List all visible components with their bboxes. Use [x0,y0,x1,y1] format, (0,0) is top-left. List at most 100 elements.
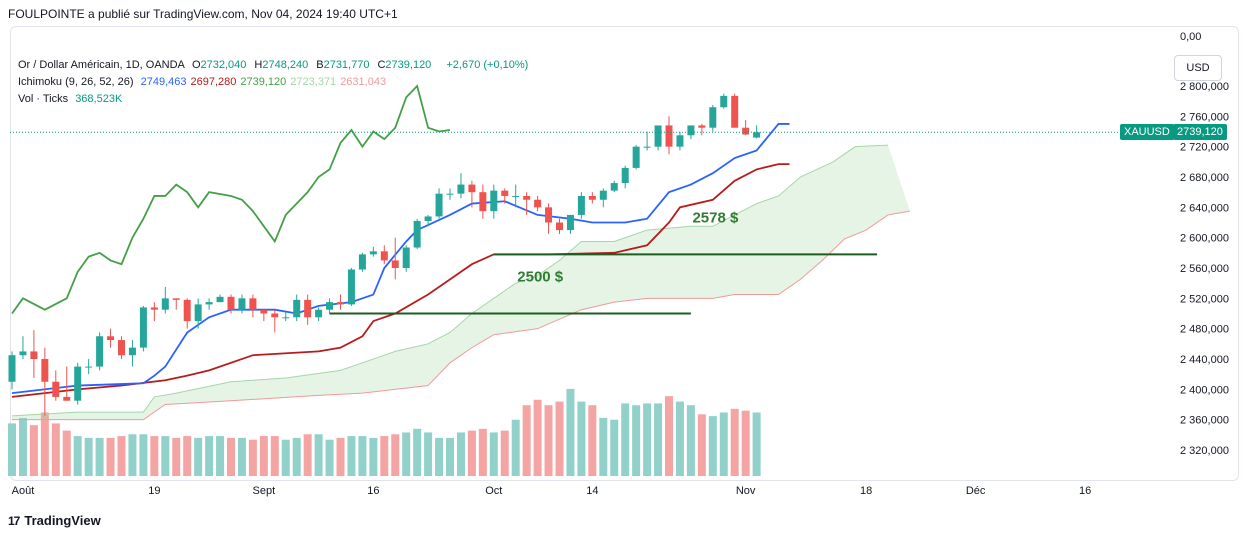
volume-bar [675,401,684,476]
legend-ichimoku-row: Ichimoku (9, 26, 52, 26) 2749,463 2697,28… [18,76,394,88]
candle-body [621,167,629,184]
currency-button[interactable]: USD [1174,55,1222,81]
candle-body [753,132,761,138]
price-tick-label: 0,00 [1180,31,1201,43]
candle-body [85,366,93,368]
candle-body [107,336,115,341]
time-tick-label: Août [12,485,35,497]
candle-body [468,184,476,193]
volume-bar [73,436,82,476]
volume-bar [369,437,378,476]
candle-body [337,302,344,305]
volume-bar [577,401,586,476]
last-price-label: 2739,120 [1173,124,1227,140]
volume-bar [741,410,750,476]
time-tick-label: 18 [860,485,872,497]
volume-bar [402,432,411,476]
volume-bar [29,425,38,476]
candle-body [128,347,136,356]
volume-bar [172,437,181,476]
candle-body [380,251,388,261]
price-tick-label: 2 800,000 [1180,81,1229,93]
symbol-title: Or / Dollar Américain, 1D, OANDA [18,59,185,71]
time-tick-label: 14 [586,485,598,497]
senkou-span-a-line [11,144,889,417]
volume-bar [270,436,279,476]
publisher-line: FOULPOINTE a publié sur TradingView.com,… [8,7,398,21]
candle-body [150,307,158,310]
volume-bar [610,419,619,476]
volume-bar [599,417,608,476]
volume-bar [281,439,290,476]
volume-bar [697,414,706,476]
candle-body [216,296,224,303]
volume-bar [139,434,148,476]
volume-bar [8,423,16,476]
volume-bar [248,439,257,476]
legend-symbol-row: Or / Dollar Américain, 1D, OANDA O2732,0… [18,59,532,71]
volume-bar [183,436,192,476]
volume-bar [84,437,93,476]
price-tick-label: 2 640,000 [1180,202,1229,214]
candle-body [665,125,673,147]
time-tick-label: Oct [485,485,502,497]
volume-bar [621,403,630,476]
volume-bar [216,436,225,476]
cloud-fill [12,145,910,420]
candle-body [424,216,432,221]
candle-body [369,251,377,255]
volume-bar [413,428,422,476]
ichimoku-values: 2749,463 2697,280 2739,120 2723,371 2631,043 [141,76,390,88]
chart-pane[interactable] [10,26,1239,481]
candle-body [238,298,246,310]
candle-body [74,366,82,401]
volume-bar [489,432,498,476]
ichimoku-cloud [11,144,910,421]
candle-body [632,146,640,168]
candle-body [391,260,399,268]
ichimoku-value: 2749,463 [140,76,187,88]
candle-body [194,304,202,322]
volume-bar [325,439,334,476]
candle-body [304,299,312,318]
volume-bar [555,401,564,476]
candle-body [413,220,421,248]
volume-bar [380,436,389,476]
tradingview-footer[interactable]: 17 TradingView [8,513,101,528]
volume-bar [62,430,71,476]
candle-body [260,309,268,314]
candle-body [282,317,290,319]
level-annotation: 2578 $ [692,209,739,226]
candle-body [720,95,728,108]
volume-bar [358,436,367,476]
price-tick-label: 2 360,000 [1180,415,1229,427]
candle-body [8,355,16,382]
price-tick-label: 2 560,000 [1180,263,1229,275]
candle-body [643,146,651,148]
candle-body [512,195,520,197]
volume-bar [654,403,663,476]
volume-bar [752,412,761,476]
candle-body [358,254,366,270]
candle-body [227,296,235,310]
candle-body [402,247,410,268]
volume-bar [227,437,235,476]
candle-body [118,340,125,356]
candle-body [41,359,49,382]
candle-body [19,351,27,356]
price-tick-label: 2 480,000 [1180,324,1229,336]
tradingview-brand: TradingView [24,513,101,528]
volume-bar [292,437,301,476]
volume-bar [456,432,465,476]
price-tick-label: 2 600,000 [1180,233,1229,245]
candle-body [742,127,750,135]
volume-bar [511,419,520,476]
ohlc-h: H2748,240 [254,59,309,71]
ohlc-values: O2732,040 H2748,240 B2731,770 C2739,120 [192,59,439,71]
price-levels: 2578 $ 2500 $ [329,209,878,315]
candle-body [566,214,574,231]
volume-bar [686,405,695,476]
ohlc-o: O2732,040 [191,59,247,71]
candle-body [577,195,585,215]
